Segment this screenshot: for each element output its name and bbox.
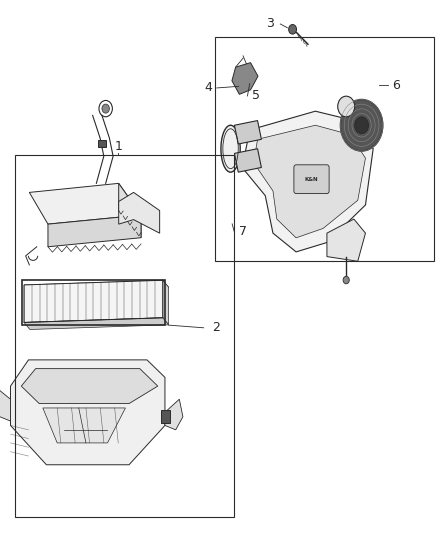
Bar <box>215 37 434 261</box>
Polygon shape <box>21 369 158 403</box>
Circle shape <box>340 100 383 151</box>
Text: 4: 4 <box>205 82 212 94</box>
Circle shape <box>343 276 349 284</box>
Circle shape <box>355 117 368 134</box>
Polygon shape <box>232 63 258 94</box>
Polygon shape <box>163 280 169 325</box>
Circle shape <box>102 104 110 113</box>
Bar <box>15 155 234 517</box>
Polygon shape <box>234 149 261 172</box>
Polygon shape <box>234 120 261 144</box>
Circle shape <box>289 25 297 34</box>
Text: 2: 2 <box>212 321 220 334</box>
Text: 1: 1 <box>114 140 122 153</box>
Text: 5: 5 <box>252 90 260 102</box>
Polygon shape <box>242 111 373 252</box>
Polygon shape <box>24 280 169 287</box>
Polygon shape <box>254 125 365 238</box>
Polygon shape <box>24 280 163 322</box>
Text: 6: 6 <box>392 79 400 92</box>
Polygon shape <box>119 192 159 233</box>
Polygon shape <box>48 215 141 247</box>
FancyBboxPatch shape <box>294 165 329 193</box>
Bar <box>161 410 170 423</box>
Polygon shape <box>327 219 365 261</box>
Polygon shape <box>29 183 141 224</box>
Text: K&N: K&N <box>305 177 318 182</box>
Polygon shape <box>11 360 165 465</box>
Text: 7: 7 <box>239 225 247 238</box>
Polygon shape <box>24 318 169 329</box>
Polygon shape <box>165 399 183 430</box>
Polygon shape <box>119 183 141 238</box>
Circle shape <box>338 96 355 117</box>
Text: 3: 3 <box>266 18 274 30</box>
Polygon shape <box>43 408 125 443</box>
Bar <box>22 280 165 325</box>
Ellipse shape <box>221 125 240 172</box>
Polygon shape <box>0 391 11 421</box>
Bar <box>98 140 106 147</box>
